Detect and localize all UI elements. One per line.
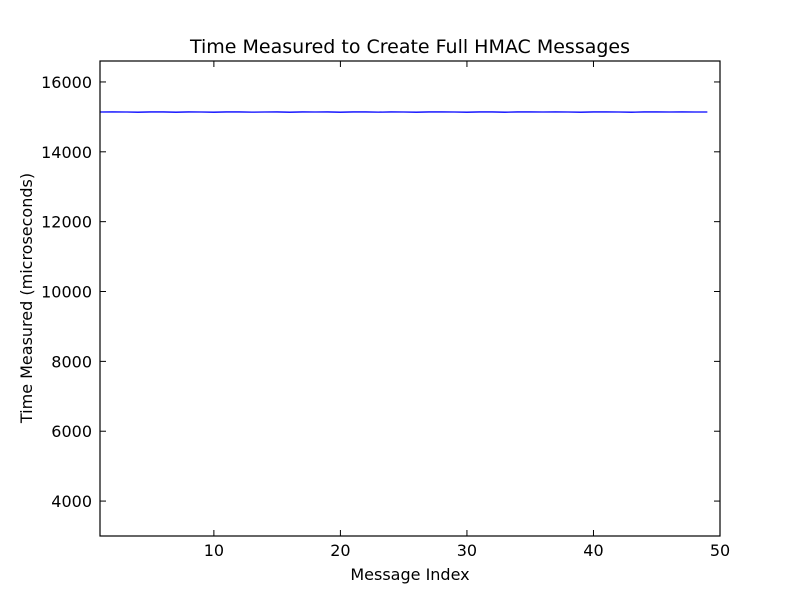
y-tick-label: 4000: [51, 492, 92, 511]
y-axis: 4000 6000 8000 10000 12000 14000 16000: [41, 73, 720, 511]
y-tick-label: 6000: [51, 422, 92, 441]
y-tick-label: 10000: [41, 283, 92, 302]
y-tick-label: 14000: [41, 143, 92, 162]
chart-title: Time Measured to Create Full HMAC Messag…: [189, 36, 630, 58]
x-axis: 10 20 30 40 50: [204, 61, 730, 560]
y-axis-label: Time Measured (microseconds): [17, 173, 36, 424]
x-tick-label: 30: [457, 541, 477, 560]
y-tick-label: 8000: [51, 352, 92, 371]
x-tick-label: 50: [710, 541, 730, 560]
x-axis-label: Message Index: [350, 565, 469, 584]
y-tick-label: 16000: [41, 73, 92, 92]
y-tick-label: 12000: [41, 213, 92, 232]
plot-frame: [99, 60, 721, 537]
x-tick-label: 40: [583, 541, 603, 560]
x-tick-label: 20: [330, 541, 350, 560]
x-tick-label: 10: [204, 541, 224, 560]
